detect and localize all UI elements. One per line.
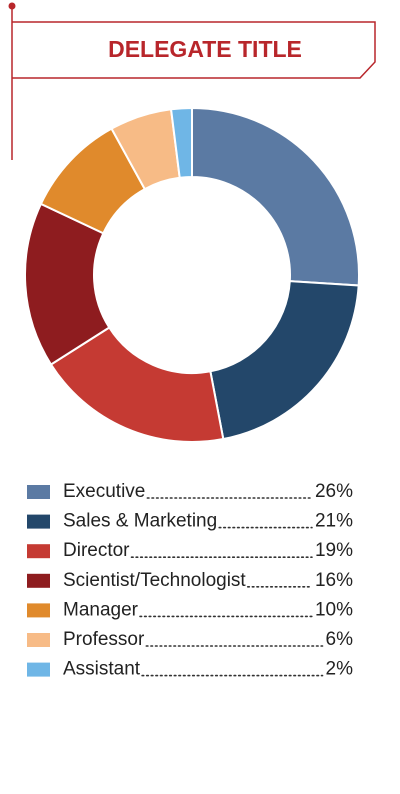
legend-value: 19% xyxy=(315,540,353,561)
legend-value: 21% xyxy=(315,511,353,532)
legend-value: 10% xyxy=(315,599,353,620)
legend-label: Executive xyxy=(63,481,145,502)
legend-value: 16% xyxy=(315,570,353,591)
legend-swatch xyxy=(27,485,50,499)
legend-swatch xyxy=(27,603,50,618)
legend-label: Scientist/Technologist xyxy=(63,570,246,591)
banner-frame xyxy=(12,21,376,79)
legend-value: 26% xyxy=(315,481,353,502)
legend-label: Assistant xyxy=(63,659,141,680)
wedge xyxy=(191,106,360,287)
legend-value: 2% xyxy=(326,659,354,680)
legend-swatch xyxy=(27,544,50,559)
legend-value: 6% xyxy=(326,629,354,650)
legend-swatch xyxy=(27,573,50,588)
legend-swatch xyxy=(27,633,50,647)
legend-label: Director xyxy=(63,540,130,561)
wedge xyxy=(169,106,193,179)
legend-label: Manager xyxy=(63,599,139,620)
legend-swatch xyxy=(27,514,50,529)
legend-swatch xyxy=(27,662,50,677)
banner-dot xyxy=(8,2,16,10)
wedge xyxy=(209,280,360,441)
legend-label: Sales & Marketing xyxy=(63,511,217,532)
legend-label: Professor xyxy=(63,629,145,650)
chart-title: DELEGATE TITLE xyxy=(108,36,302,62)
